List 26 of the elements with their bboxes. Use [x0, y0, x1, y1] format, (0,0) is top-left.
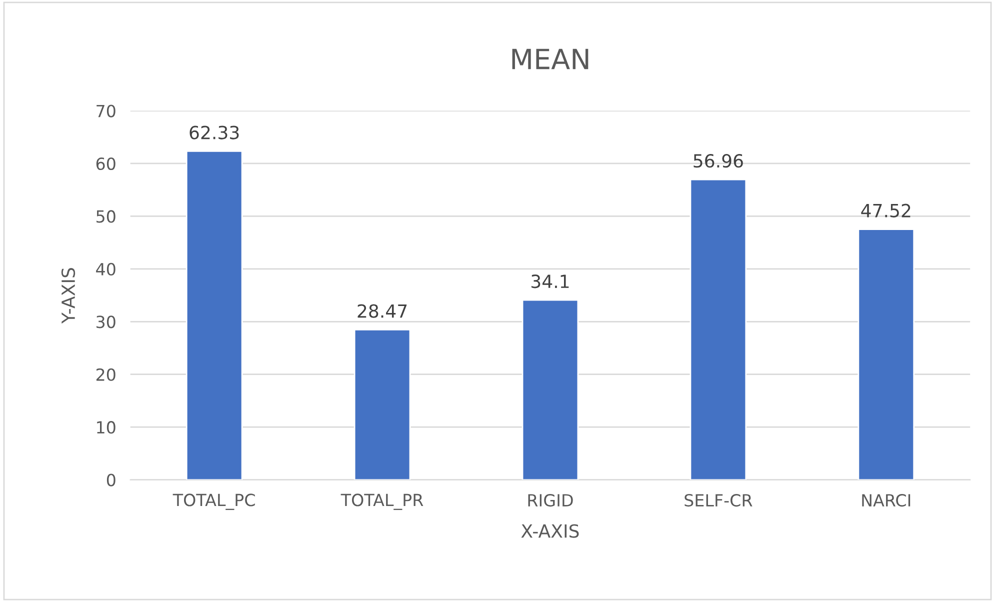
y-tick-label: 50 [96, 210, 116, 223]
x-tick-label: TOTAL_PC [172, 494, 255, 510]
chart-title: MEAN [512, 48, 588, 70]
y-tick-label: 40 [96, 262, 116, 276]
bar [858, 228, 915, 480]
data-label: 62.33 [190, 126, 239, 140]
data-label: 47.52 [861, 204, 910, 218]
y-tick-label: 60 [96, 157, 116, 170]
y-tick-label: 30 [96, 316, 116, 328]
data-label: 34.1 [532, 274, 569, 288]
x-tick-label: TOTAL_PR [340, 494, 424, 510]
bar [690, 178, 747, 480]
x-tick-label: SELF-CR [684, 494, 752, 507]
y-tick-label: 20 [96, 368, 116, 381]
x-tick-label: NARCI [862, 494, 910, 507]
y-tick-label: 0 [106, 474, 116, 486]
x-axis-title: X-AXIS [521, 524, 579, 538]
data-label: 28.47 [358, 304, 407, 318]
bar [186, 150, 243, 480]
y-tick-label: 10 [97, 421, 116, 434]
bar [522, 299, 579, 480]
data-label: 56.96 [694, 154, 743, 168]
bar [354, 329, 411, 480]
x-tick-label: RIGID [528, 494, 573, 507]
y-axis-title: Y-AXIS [61, 268, 76, 324]
y-tick-label: 70 [96, 104, 116, 118]
